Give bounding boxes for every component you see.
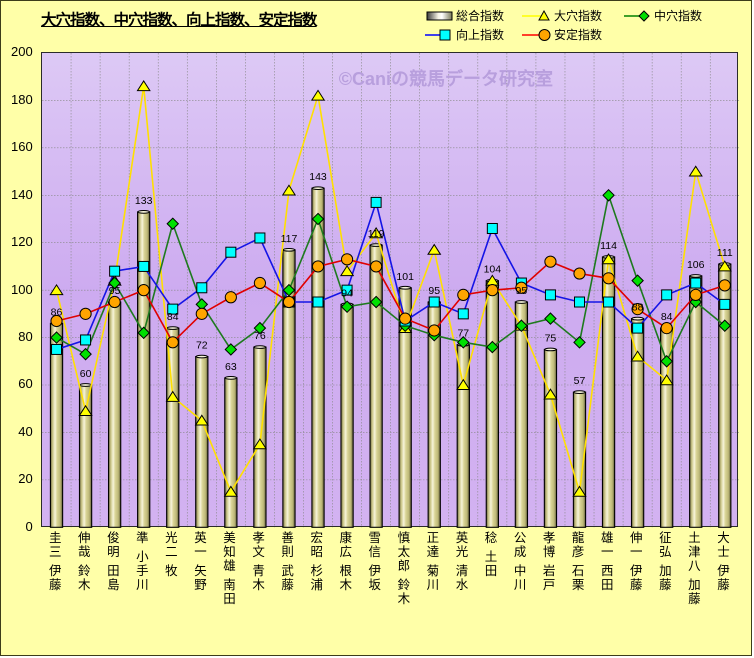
svg-text:86: 86 (50, 307, 62, 319)
svg-text:119: 119 (367, 228, 384, 240)
svg-text:106: 106 (687, 259, 705, 271)
svg-text:60: 60 (79, 368, 91, 380)
svg-text:101: 101 (396, 271, 414, 283)
svg-text:75: 75 (544, 333, 556, 345)
svg-text:84: 84 (167, 311, 179, 323)
svg-text:向上指数: 向上指数 (456, 27, 504, 42)
svg-text:88: 88 (631, 302, 643, 314)
svg-text:57: 57 (573, 376, 585, 388)
svg-text:72: 72 (196, 340, 208, 352)
svg-text:76: 76 (254, 330, 266, 342)
svg-text:95: 95 (428, 285, 440, 297)
svg-text:114: 114 (600, 240, 617, 252)
svg-text:94: 94 (341, 288, 353, 300)
svg-text:111: 111 (716, 247, 732, 259)
svg-text:95: 95 (515, 285, 527, 297)
svg-text:総合指数: 総合指数 (456, 8, 504, 23)
svg-text:104: 104 (483, 264, 501, 276)
svg-text:95: 95 (108, 285, 120, 297)
svg-text:77: 77 (457, 328, 469, 340)
svg-text:84: 84 (661, 311, 673, 323)
svg-text:143: 143 (309, 172, 327, 184)
svg-text:安定指数: 安定指数 (554, 27, 602, 42)
svg-text:中穴指数: 中穴指数 (654, 8, 702, 23)
svg-text:63: 63 (225, 361, 237, 373)
svg-text:133: 133 (135, 195, 153, 207)
svg-text:大穴指数: 大穴指数 (554, 8, 602, 23)
svg-text:117: 117 (280, 233, 297, 245)
